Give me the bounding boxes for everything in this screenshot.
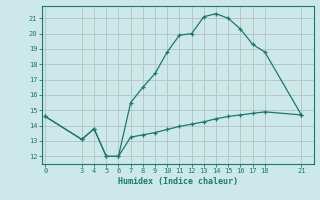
- X-axis label: Humidex (Indice chaleur): Humidex (Indice chaleur): [118, 177, 237, 186]
